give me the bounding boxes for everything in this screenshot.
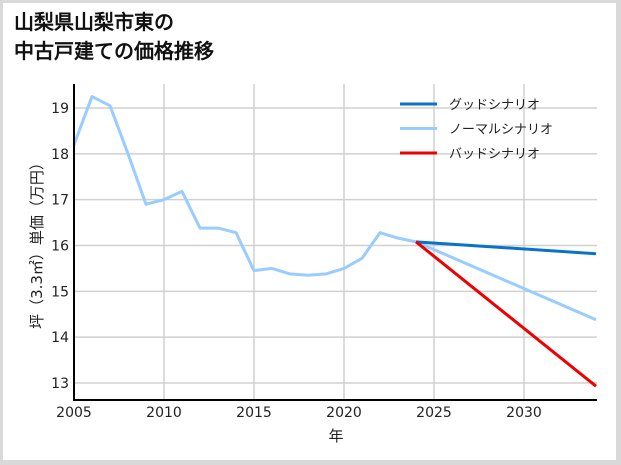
y-tick-label: 16 [51, 238, 69, 254]
y-axis-label: 坪（3.3㎡）単価（万円） [28, 155, 46, 329]
x-tick-label: 2025 [416, 405, 452, 421]
y-tick-label: 18 [51, 147, 69, 163]
chart-title: 山梨県山梨市東の 中古戸建ての価格推移 [14, 8, 214, 66]
series-line [415, 240, 597, 388]
y-tick-label: 17 [51, 193, 69, 209]
x-tick-label: 2010 [146, 405, 182, 421]
x-tick-labels: 2005 2010 2015 2020 2025 2030 [56, 405, 542, 421]
chart-frame [3, 3, 616, 460]
legend-label: グッドシナリオ [449, 98, 540, 113]
x-tick-label: 2015 [236, 405, 272, 421]
y-tick-label: 14 [51, 330, 69, 346]
series-line [72, 95, 597, 322]
legend-label: ノーマルシナリオ [449, 123, 553, 138]
series-lines [72, 95, 597, 388]
series-line [415, 240, 597, 256]
x-tick-label: 2020 [326, 405, 362, 421]
legend-label: バッドシナリオ [449, 147, 540, 162]
title-line-2: 中古戸建ての価格推移 [14, 39, 214, 63]
grid-lines [74, 84, 597, 400]
x-tick-label: 2005 [56, 405, 92, 421]
title-line-1: 山梨県山梨市東の [14, 10, 174, 34]
y-tick-label: 13 [51, 376, 69, 392]
y-tick-label: 19 [51, 101, 69, 117]
y-tick-label: 15 [51, 284, 69, 300]
x-axis-label: 年 [328, 427, 343, 445]
y-tick-labels: 13 14 15 16 17 18 19 [51, 101, 69, 392]
x-tick-label: 2030 [506, 405, 542, 421]
